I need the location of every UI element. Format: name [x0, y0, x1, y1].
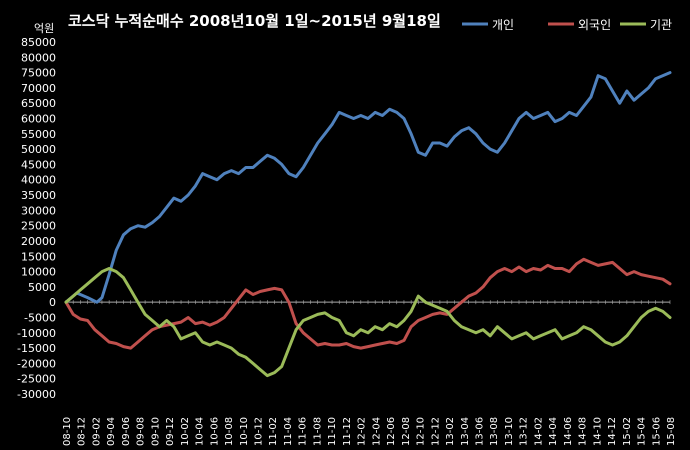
x-tick-label: 11-02: [268, 417, 279, 446]
x-tick-label: 13-02: [445, 417, 456, 446]
x-tick-label: 14-12: [607, 417, 618, 446]
y-tick-label: -10000: [17, 327, 56, 340]
y-tick-label: 45000: [21, 158, 56, 171]
y-tick-label: 30000: [21, 204, 56, 217]
series-line-2: [64, 267, 672, 378]
y-tick-label: 25000: [21, 220, 56, 233]
x-tick-label: 10-06: [209, 417, 220, 446]
y-tick-label: 20000: [21, 235, 56, 248]
x-tick-label: 13-12: [519, 417, 530, 446]
x-tick-label: 12-02: [357, 417, 368, 446]
y-tick-label: 35000: [21, 189, 56, 202]
x-tick-label: 13-08: [489, 417, 500, 446]
x-tick-label: 11-06: [298, 417, 309, 446]
y-tick-label: 40000: [21, 174, 56, 187]
x-tick-label: 15-06: [651, 417, 662, 446]
x-tick-label: 14-04: [548, 417, 559, 446]
y-tick-label: 15000: [21, 250, 56, 263]
legend: 개인 외국인 기관: [462, 18, 672, 32]
x-tick-label: 12-08: [401, 417, 412, 446]
x-tick-label: 09-02: [91, 417, 102, 446]
y-tick-label: 60000: [21, 113, 56, 126]
x-tick-label: 13-10: [504, 417, 515, 446]
x-tick-label: 15-02: [622, 417, 633, 446]
x-tick-label: 09-06: [121, 417, 132, 446]
x-tick-label: 15-04: [637, 417, 648, 446]
y-tick-label: 75000: [21, 67, 56, 80]
x-tick-label: 12-12: [430, 417, 441, 446]
x-tick-label: 10-02: [180, 417, 191, 446]
x-tick-label: 10-04: [195, 417, 206, 446]
y-tick-label: 10000: [21, 266, 56, 279]
x-axis-ticks: 08-10 08-12 09-02 09-04 09-06 09-08 09-10 09-12…: [62, 417, 677, 446]
x-tick-label: 10-08: [224, 417, 235, 446]
x-tick-label: 15-08: [666, 417, 677, 446]
y-tick-label: 85000: [21, 36, 56, 49]
x-tick-label: 12-04: [371, 417, 382, 446]
x-tick-label: 10-12: [254, 417, 265, 446]
x-tick-label: 08-10: [62, 417, 73, 446]
y-tick-label: -15000: [17, 342, 56, 355]
x-tick-label: 13-04: [460, 417, 471, 446]
x-tick-label: 14-02: [533, 417, 544, 446]
y-tick-label: -20000: [17, 357, 56, 370]
y-tick-label: 55000: [21, 128, 56, 141]
y-tick-label: -30000: [17, 388, 56, 401]
x-tick-label: 09-08: [136, 417, 147, 446]
y-axis-unit: 억원: [34, 22, 54, 35]
x-tick-label: 11-08: [312, 417, 323, 446]
series-line-0: [64, 71, 672, 304]
x-tick-label: 09-10: [150, 417, 161, 446]
y-tick-label: -25000: [17, 373, 56, 386]
y-tick-label: -5000: [24, 311, 56, 324]
y-tick-label: 80000: [21, 51, 56, 64]
x-tick-label: 13-06: [474, 417, 485, 446]
legend-label: 개인: [492, 18, 514, 32]
chart-title: 코스닥 누적순매수 2008년10월 1일~2015년 9월18일: [68, 12, 441, 30]
legend-label: 외국인: [578, 18, 611, 32]
y-tick-label: 65000: [21, 97, 56, 110]
legend-label: 기관: [650, 18, 672, 32]
x-tick-label: 14-06: [563, 417, 574, 446]
x-tick-label: 11-12: [342, 417, 353, 446]
x-tick-label: 12-06: [386, 417, 397, 446]
series-lines: [64, 71, 672, 378]
x-tick-label: 11-10: [327, 417, 338, 446]
x-tick-label: 08-12: [77, 417, 88, 446]
x-tick-label: 09-04: [106, 417, 117, 446]
x-tick-label: 10-10: [239, 417, 250, 446]
x-tick-label: 11-04: [283, 417, 294, 446]
series-line-1: [64, 257, 672, 350]
x-tick-label: 12-10: [416, 417, 427, 446]
x-tick-label: 14-08: [578, 417, 589, 446]
y-tick-label: 0: [49, 296, 56, 309]
y-axis-ticks: 8500080000750007000065000600005500050000…: [17, 36, 56, 401]
y-tick-label: 70000: [21, 82, 56, 95]
x-tick-label: 09-12: [165, 417, 176, 446]
x-tick-label: 14-10: [592, 417, 603, 446]
y-tick-label: 5000: [28, 281, 56, 294]
y-tick-label: 50000: [21, 143, 56, 156]
